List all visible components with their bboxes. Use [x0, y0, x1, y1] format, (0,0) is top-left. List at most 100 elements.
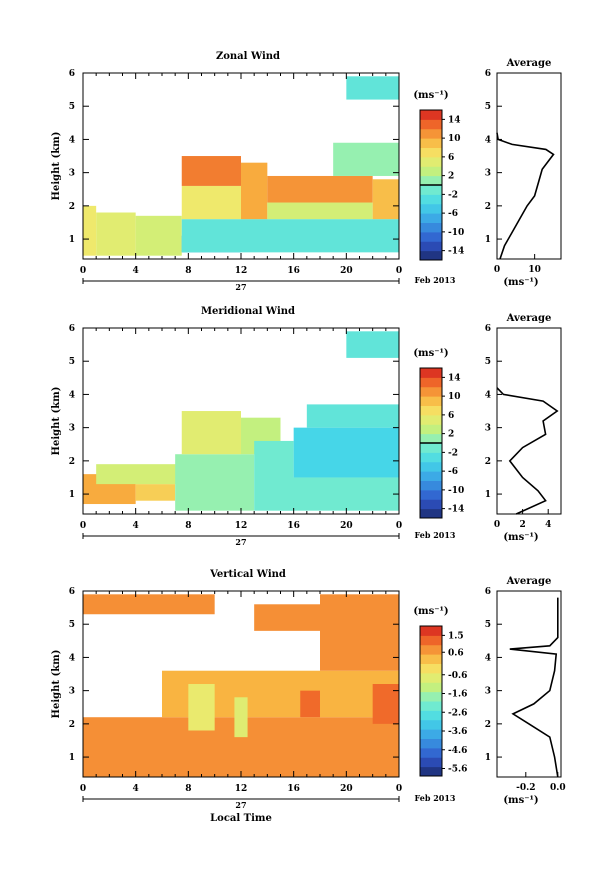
colorbar-tick-label: -0.6: [448, 671, 467, 681]
average-y-tick-label: 2: [485, 202, 491, 212]
data-cell: [306, 404, 399, 428]
colorbar-segment: [420, 147, 442, 158]
average-y-tick-label: 1: [485, 490, 491, 500]
data-cell: [181, 185, 241, 220]
data-cell: [175, 454, 255, 511]
colorbar-segment: [420, 738, 442, 749]
average-y-tick-label: 3: [485, 169, 491, 179]
colorbar-segment: [420, 405, 442, 416]
average-y-tick-label: 1: [485, 753, 491, 763]
colorbar-tick-label: -6: [448, 209, 458, 219]
colorbar-segment: [420, 654, 442, 664]
data-cell: [267, 202, 373, 220]
colorbar-tick-label: 6: [448, 153, 454, 163]
colorbar-segment: [420, 626, 442, 636]
colorbar-tick-label: 2: [448, 430, 454, 440]
colorbar-segment: [420, 710, 442, 721]
colorbar-segment: [420, 194, 442, 205]
colorbar-segment: [420, 766, 442, 777]
colorbar-segment: [420, 691, 442, 702]
average-profile-line: [509, 597, 559, 778]
average-y-tick-label: 6: [485, 69, 491, 79]
average-title: Average: [506, 576, 552, 587]
y-tick-label: 5: [69, 357, 75, 367]
colorbar-segment: [420, 644, 442, 655]
colorbar-tick-label: -10: [448, 486, 464, 496]
data-cell: [372, 179, 399, 220]
panel-title: Meridional Wind: [201, 306, 295, 317]
panel-title: Vertical Wind: [209, 569, 286, 580]
average-profile-line: [496, 132, 555, 260]
x-tick-label: 4: [133, 784, 139, 794]
colorbar-segment: [420, 128, 442, 139]
data-cell: [333, 142, 399, 176]
colorbar-tick-label: -14: [448, 247, 464, 257]
average-title: Average: [506, 313, 552, 324]
data-cell: [300, 690, 320, 718]
y-tick-label: 5: [69, 102, 75, 112]
colorbar-tick-label: -14: [448, 505, 464, 515]
y-tick-label: 4: [69, 390, 75, 400]
x-tick-label: 12: [235, 521, 248, 531]
average-y-tick-label: 1: [485, 235, 491, 245]
average-y-tick-label: 2: [485, 457, 491, 467]
average-x-tick-label: 0: [494, 265, 500, 275]
x-tick-label: 0: [80, 784, 86, 794]
x-tick-label: 20: [340, 266, 353, 276]
colorbar-tick-label: 6: [448, 411, 454, 421]
date-label: 27: [235, 282, 246, 292]
data-cell: [293, 427, 399, 478]
date-label: 27: [235, 800, 246, 810]
colorbar-tick-label: -10: [448, 228, 464, 238]
colorbar-segment: [420, 452, 442, 463]
y-axis-label: Height (km): [51, 650, 62, 719]
x-tick-label: 8: [185, 266, 191, 276]
colorbar-segment: [420, 396, 442, 406]
colorbar-unit: (ms⁻¹): [413, 90, 448, 101]
x-tick-label: 8: [185, 784, 191, 794]
colorbar-tick-label: -4.6: [448, 746, 467, 756]
x-tick-label: 12: [235, 266, 248, 276]
colorbar-segment: [420, 185, 442, 195]
y-tick-label: 1: [69, 490, 75, 500]
average-y-tick-label: 3: [485, 687, 491, 697]
x-tick-label: 0: [396, 521, 402, 531]
x-tick-label: 20: [340, 784, 353, 794]
month-label: Feb 2013: [415, 530, 456, 540]
x-tick-label: 0: [80, 521, 86, 531]
data-cell: [83, 205, 97, 256]
colorbar-segment: [420, 701, 442, 711]
month-label: Feb 2013: [415, 275, 456, 285]
colorbar-segment: [420, 414, 442, 425]
x-tick-label: 0: [396, 266, 402, 276]
data-cell: [346, 76, 399, 100]
average-x-tick-label: 10: [528, 265, 541, 275]
colorbar-segment: [420, 757, 442, 768]
y-tick-label: 2: [69, 720, 75, 730]
average-y-tick-label: 5: [485, 620, 491, 630]
average-y-tick-label: 2: [485, 720, 491, 730]
colorbar-tick-label: -5.6: [448, 765, 467, 775]
colorbar-segment: [420, 424, 442, 435]
y-tick-label: 3: [69, 169, 75, 179]
average-y-tick-label: 3: [485, 424, 491, 434]
y-tick-label: 3: [69, 424, 75, 434]
average-title: Average: [506, 58, 552, 69]
data-cell: [96, 464, 189, 485]
x-tick-label: 20: [340, 521, 353, 531]
average-x-label: (ms⁻¹): [503, 795, 538, 806]
colorbar-frame: [419, 625, 443, 777]
colorbar-segment: [420, 213, 442, 223]
x-tick-label: 0: [396, 784, 402, 794]
average-y-tick-label: 4: [485, 135, 491, 145]
data-cell: [234, 697, 248, 738]
colorbar-tick-label: -2: [448, 190, 458, 200]
colorbar-segment: [420, 508, 442, 519]
data-cell: [181, 156, 241, 186]
colorbar-segment: [420, 719, 442, 730]
y-tick-label: 4: [69, 135, 75, 145]
average-y-tick-label: 6: [485, 324, 491, 334]
